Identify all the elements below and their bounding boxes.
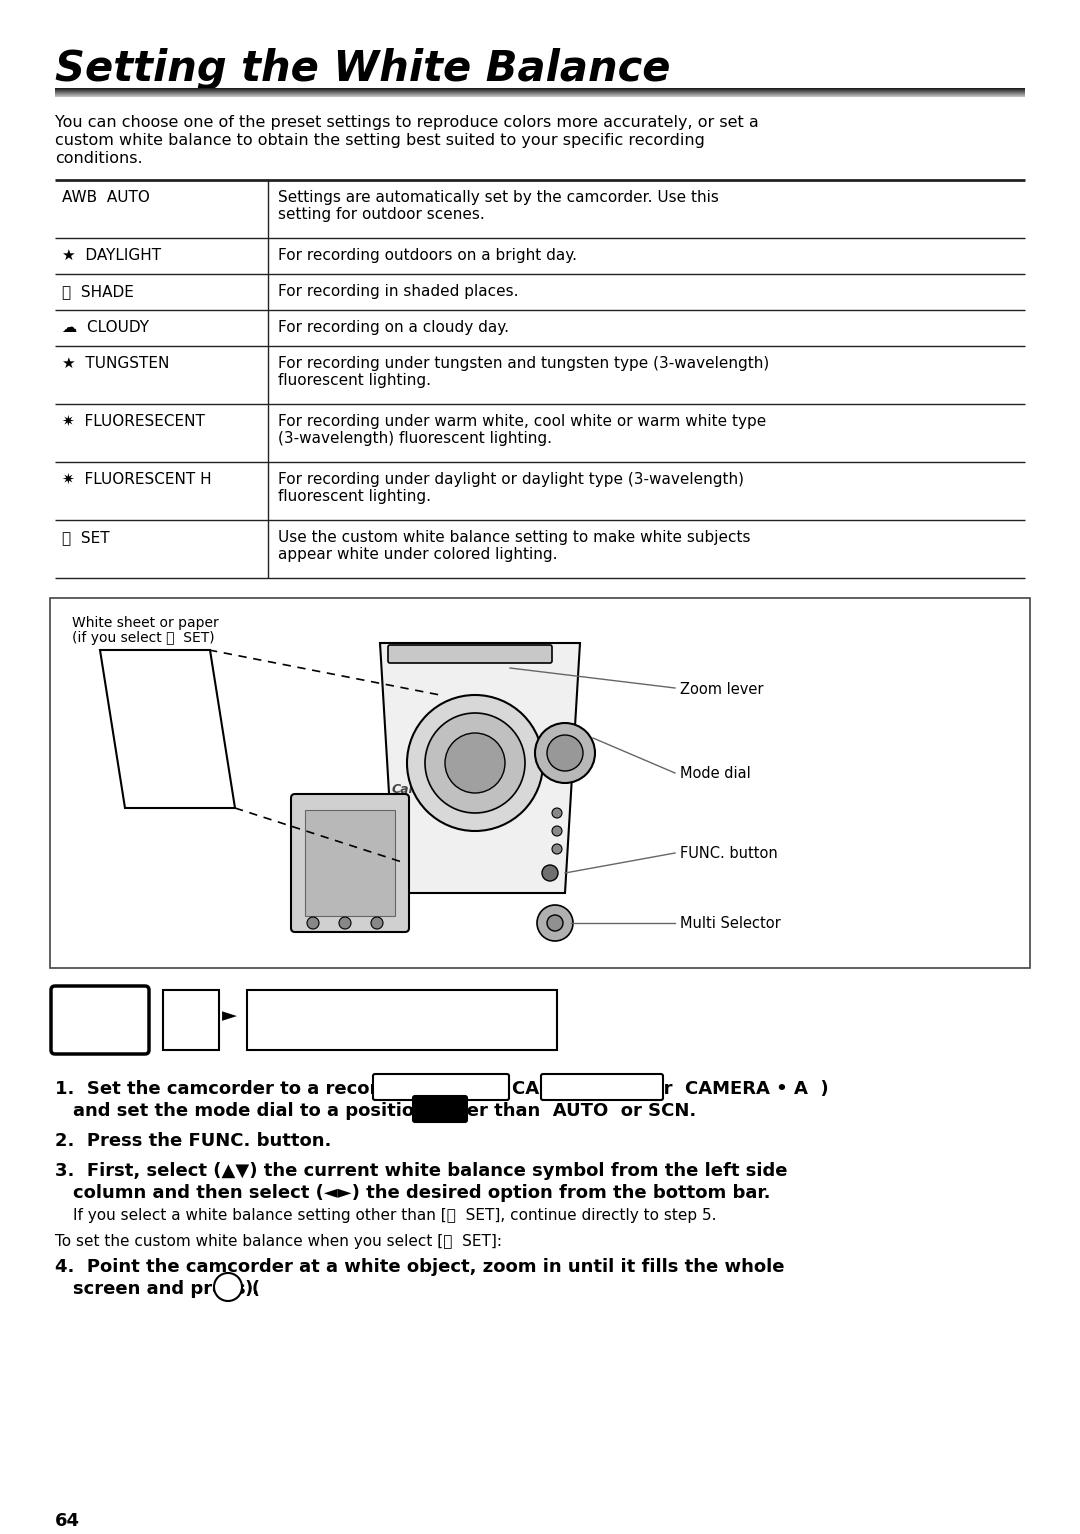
Polygon shape — [380, 643, 580, 893]
FancyBboxPatch shape — [541, 1074, 663, 1100]
Text: White sheet or paper: White sheet or paper — [72, 617, 219, 630]
Text: 64: 64 — [55, 1513, 80, 1529]
Text: For recording under tungsten and tungsten type (3-wavelength)
fluorescent lighti: For recording under tungsten and tungste… — [278, 356, 769, 388]
Text: ⛅  SHADE: ⛅ SHADE — [62, 284, 134, 299]
Circle shape — [214, 1273, 242, 1301]
Text: 3.  First, select (▲▼) the current white balance symbol from the left side: 3. First, select (▲▼) the current white … — [55, 1161, 787, 1180]
Text: Zoom lever: Zoom lever — [680, 683, 764, 696]
Bar — [50, 598, 1030, 968]
Text: Use the custom white balance setting to make white subjects
appear white under c: Use the custom white balance setting to … — [278, 531, 751, 563]
Text: and set the mode dial to a position other than  AUTO  or SCN.: and set the mode dial to a position othe… — [73, 1101, 697, 1120]
Circle shape — [546, 735, 583, 772]
FancyBboxPatch shape — [51, 986, 149, 1054]
Bar — [163, 989, 219, 1049]
Text: AWB  AUTO: AWB AUTO — [62, 190, 150, 206]
Text: AUTO: AUTO — [372, 1009, 432, 1029]
Circle shape — [552, 808, 562, 818]
Text: 2.  Press the FUNC. button.: 2. Press the FUNC. button. — [55, 1132, 332, 1150]
FancyBboxPatch shape — [388, 644, 552, 663]
Text: Setting the White Balance: Setting the White Balance — [55, 48, 671, 91]
Circle shape — [542, 865, 558, 881]
Circle shape — [552, 825, 562, 836]
Text: (□ 60): (□ 60) — [77, 1026, 123, 1040]
Text: If you select a white balance setting other than [⬜  SET], continue directly to : If you select a white balance setting ot… — [73, 1207, 716, 1223]
Circle shape — [372, 917, 383, 930]
Text: column and then select (◄►) the desired option from the bottom bar.: column and then select (◄►) the desired … — [73, 1184, 770, 1203]
Text: ►: ► — [222, 1006, 237, 1025]
Text: FUNC.: FUNC. — [69, 1008, 131, 1026]
Circle shape — [426, 713, 525, 813]
Text: ★  TUNGSTEN: ★ TUNGSTEN — [62, 356, 170, 371]
Text: ✷  FLUORESECENT: ✷ FLUORESECENT — [62, 414, 205, 430]
Text: (if you select ⬜  SET): (if you select ⬜ SET) — [72, 630, 215, 644]
Polygon shape — [100, 650, 235, 808]
Circle shape — [407, 695, 543, 831]
Text: ✷  FLUORESCENT H: ✷ FLUORESCENT H — [62, 472, 212, 486]
Text: custom white balance to obtain the setting best suited to your specific recordin: custom white balance to obtain the setti… — [55, 133, 705, 147]
Circle shape — [546, 914, 563, 931]
Text: You can choose one of the preset settings to reproduce colors more accurately, o: You can choose one of the preset setting… — [55, 115, 759, 130]
Text: conditions.: conditions. — [55, 150, 143, 166]
Text: SET: SET — [218, 1281, 239, 1292]
Text: Mode dial: Mode dial — [680, 765, 751, 781]
Text: CAMERA • M: CAMERA • M — [380, 1085, 487, 1098]
Text: ★  DAYLIGHT: ★ DAYLIGHT — [62, 249, 161, 262]
Text: Multi Selector: Multi Selector — [680, 916, 781, 931]
Text: For recording outdoors on a bright day.: For recording outdoors on a bright day. — [278, 249, 577, 262]
Text: ☁  CLOUDY: ☁ CLOUDY — [62, 321, 149, 334]
Text: AWB: AWB — [167, 1009, 214, 1028]
Text: FUNC. button: FUNC. button — [680, 845, 778, 861]
Text: ⬜  SET: ⬜ SET — [62, 531, 110, 545]
Circle shape — [339, 917, 351, 930]
Text: 4.  Point the camcorder at a white object, zoom in until it fills the whole: 4. Point the camcorder at a white object… — [55, 1258, 784, 1276]
Text: screen and press (: screen and press ( — [73, 1279, 260, 1298]
FancyBboxPatch shape — [413, 1095, 467, 1121]
Text: For recording on a cloudy day.: For recording on a cloudy day. — [278, 321, 509, 334]
Text: Canon: Canon — [392, 782, 436, 796]
Text: ).: ). — [245, 1279, 260, 1298]
Text: CAMERA • A: CAMERA • A — [548, 1085, 652, 1098]
Circle shape — [307, 917, 319, 930]
Bar — [247, 989, 557, 1049]
Bar — [305, 810, 395, 916]
Circle shape — [445, 733, 505, 793]
Circle shape — [552, 844, 562, 854]
Circle shape — [537, 905, 573, 940]
Text: 1.  Set the camcorder to a recording mode (  CAMERA • M  or  CAMERA • A  ): 1. Set the camcorder to a recording mode… — [55, 1080, 828, 1098]
Text: To set the custom white balance when you select [⬜  SET]:: To set the custom white balance when you… — [55, 1233, 502, 1249]
FancyBboxPatch shape — [291, 795, 409, 933]
Text: For recording under daylight or daylight type (3-wavelength)
fluorescent lightin: For recording under daylight or daylight… — [278, 472, 744, 505]
Circle shape — [535, 723, 595, 782]
Text: For recording under warm white, cool white or warm white type
(3-wavelength) flu: For recording under warm white, cool whi… — [278, 414, 766, 446]
Text: For recording in shaded places.: For recording in shaded places. — [278, 284, 518, 299]
Text: Settings are automatically set by the camcorder. Use this
setting for outdoor sc: Settings are automatically set by the ca… — [278, 190, 719, 222]
Text: AUTO: AUTO — [420, 1106, 463, 1120]
FancyBboxPatch shape — [373, 1074, 509, 1100]
